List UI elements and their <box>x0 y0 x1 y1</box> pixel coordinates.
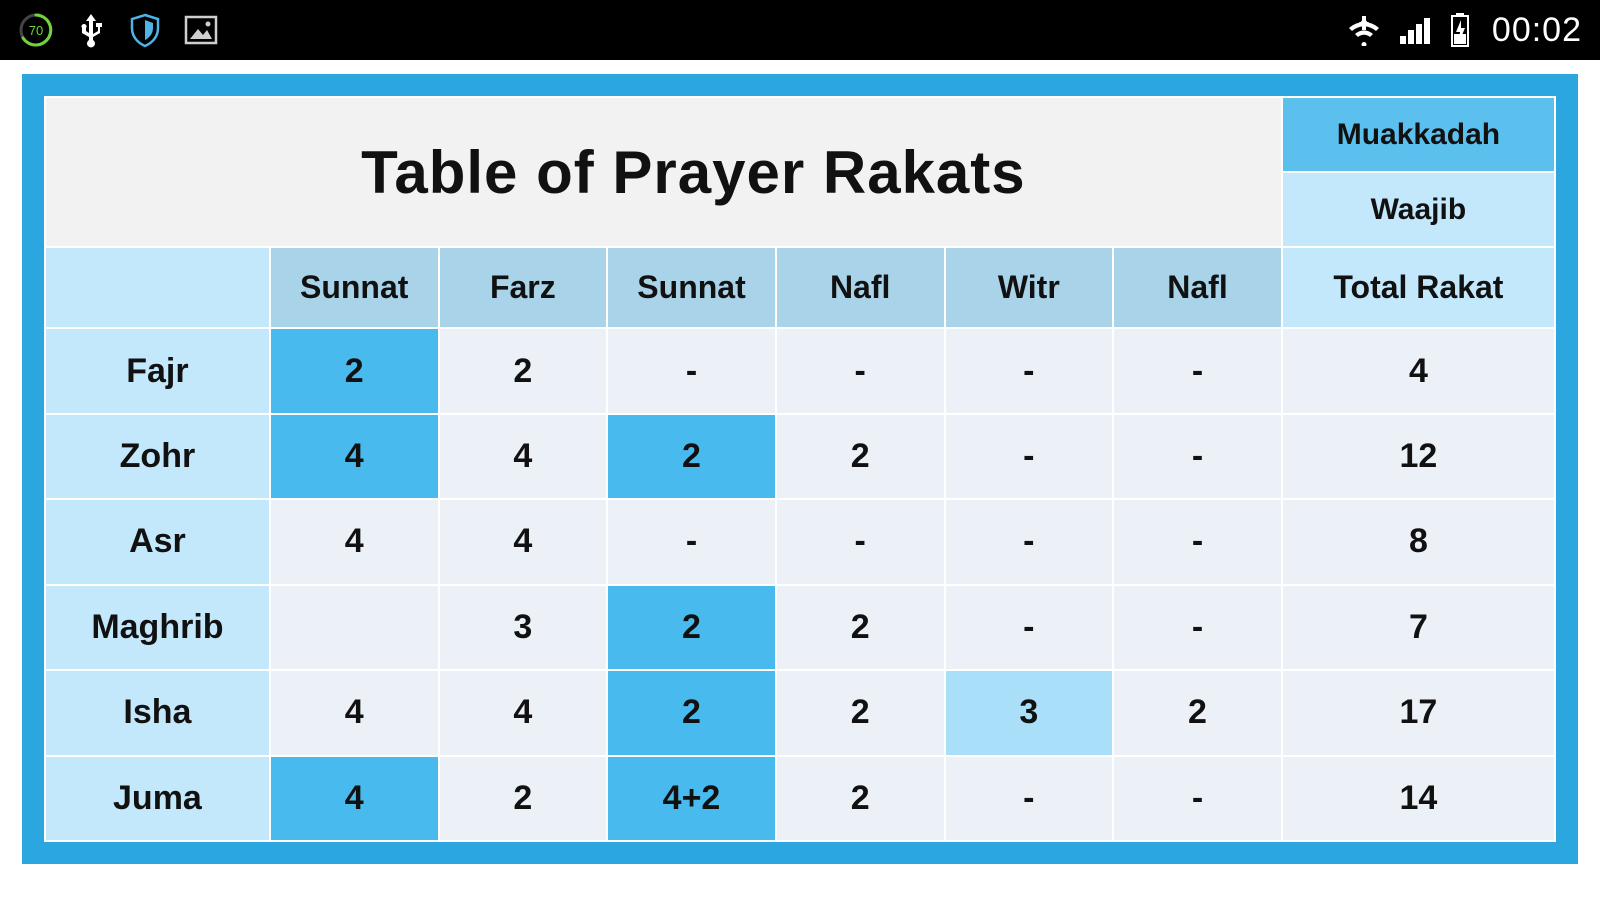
table-row: Maghrib322--7 <box>45 585 1555 670</box>
cell: - <box>1113 756 1282 842</box>
cell: 2 <box>776 585 945 670</box>
col-header-sunnat-1: Sunnat <box>270 247 439 328</box>
cell: - <box>776 328 945 413</box>
row-label: Zohr <box>45 414 270 499</box>
cell: 4+2 <box>607 756 776 842</box>
cell: - <box>945 499 1114 584</box>
row-label: Maghrib <box>45 585 270 670</box>
row-label: Asr <box>45 499 270 584</box>
cell: 2 <box>607 670 776 755</box>
cell: 2 <box>776 756 945 842</box>
row-label: Juma <box>45 756 270 842</box>
cell: 4 <box>439 670 608 755</box>
wifi-icon <box>1344 14 1384 46</box>
cell: - <box>945 756 1114 842</box>
status-bar: 70 <box>0 0 1600 60</box>
cell: 2 <box>607 414 776 499</box>
table-row: Zohr4422--12 <box>45 414 1555 499</box>
cell: 2 <box>270 328 439 413</box>
col-header-nafl-1: Nafl <box>776 247 945 328</box>
legend-waajib: Waajib <box>1282 172 1555 247</box>
signal-icon <box>1398 14 1434 46</box>
cell: 7 <box>1282 585 1555 670</box>
legend-muakkadah: Muakkadah <box>1282 97 1555 172</box>
cell: 17 <box>1282 670 1555 755</box>
table-row: Fajr22----4 <box>45 328 1555 413</box>
cell: - <box>945 585 1114 670</box>
cell: 2 <box>439 328 608 413</box>
cell: 3 <box>439 585 608 670</box>
cell: 4 <box>439 414 608 499</box>
cell: - <box>945 414 1114 499</box>
cell: 2 <box>776 670 945 755</box>
col-header-farz: Farz <box>439 247 608 328</box>
image-icon <box>184 15 218 45</box>
table-row: Isha44223217 <box>45 670 1555 755</box>
cell: - <box>607 328 776 413</box>
battery-charging-icon <box>1448 12 1472 48</box>
cell: 4 <box>1282 328 1555 413</box>
cell: 2 <box>776 414 945 499</box>
table-row: Asr44----8 <box>45 499 1555 584</box>
col-header-blank <box>45 247 270 328</box>
status-right: 00:02 <box>1344 11 1582 50</box>
cell: - <box>945 328 1114 413</box>
col-header-nafl-2: Nafl <box>1113 247 1282 328</box>
cell: 4 <box>270 499 439 584</box>
usb-icon <box>76 12 106 48</box>
cell: 14 <box>1282 756 1555 842</box>
cell: - <box>1113 499 1282 584</box>
col-header-witr: Witr <box>945 247 1114 328</box>
cell: 8 <box>1282 499 1555 584</box>
col-header-total: Total Rakat <box>1282 247 1555 328</box>
cell: 3 <box>945 670 1114 755</box>
cell: 4 <box>270 670 439 755</box>
col-header-sunnat-2: Sunnat <box>607 247 776 328</box>
prayer-rakats-table: Table of Prayer Rakats Muakkadah Waajib … <box>44 96 1556 842</box>
row-label: Isha <box>45 670 270 755</box>
table-frame: Table of Prayer Rakats Muakkadah Waajib … <box>22 74 1578 864</box>
cell: 2 <box>439 756 608 842</box>
cell: 4 <box>439 499 608 584</box>
cell: 2 <box>1113 670 1282 755</box>
battery-circle-icon: 70 <box>18 12 54 48</box>
table-row: Juma424+22--14 <box>45 756 1555 842</box>
content-area: Table of Prayer Rakats Muakkadah Waajib … <box>0 60 1600 900</box>
cell: - <box>1113 585 1282 670</box>
cell: - <box>776 499 945 584</box>
cell <box>270 585 439 670</box>
cell: 4 <box>270 414 439 499</box>
cell: - <box>1113 414 1282 499</box>
cell: 2 <box>607 585 776 670</box>
row-label: Fajr <box>45 328 270 413</box>
cell: 12 <box>1282 414 1555 499</box>
cell: - <box>1113 328 1282 413</box>
status-clock: 00:02 <box>1492 11 1582 50</box>
shield-icon <box>128 12 162 48</box>
svg-text:70: 70 <box>29 23 43 38</box>
table-title: Table of Prayer Rakats <box>45 97 1282 247</box>
status-left: 70 <box>18 12 218 48</box>
screen: 70 <box>0 0 1600 900</box>
cell: - <box>607 499 776 584</box>
cell: 4 <box>270 756 439 842</box>
